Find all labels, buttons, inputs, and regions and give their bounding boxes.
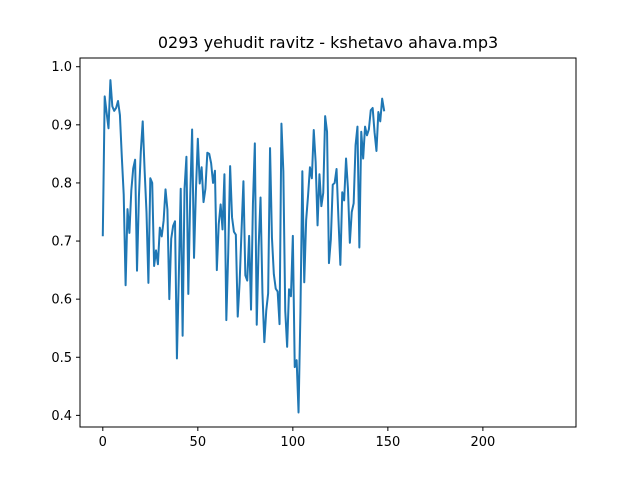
y-tick-label: 0.5 (51, 351, 72, 366)
x-tick-label: 50 (190, 435, 207, 450)
y-tick-label: 0.6 (51, 293, 72, 308)
y-tick-label: 0.7 (51, 235, 72, 250)
y-tick-label: 1.0 (51, 60, 72, 75)
series-layer (101, 79, 386, 414)
x-tick-label: 200 (470, 435, 495, 450)
axis-ticks: 0 50 100 150 200 0.4 0.5 0.6 0.7 0.8 0.9 1.0 (51, 60, 495, 450)
y-tick-label: 0.4 (51, 409, 72, 424)
axes-frame (79, 57, 577, 428)
x-tick-label: 150 (375, 435, 400, 450)
y-tick-label: 0.8 (51, 176, 72, 191)
chart-title: 0293 yehudit ravitz - kshetavo ahava.mp3 (158, 33, 498, 52)
x-tick-label: 0 (99, 435, 107, 450)
series-line (101, 79, 386, 414)
y-tick-label: 0.9 (51, 118, 72, 133)
x-tick-label: 100 (280, 435, 305, 450)
